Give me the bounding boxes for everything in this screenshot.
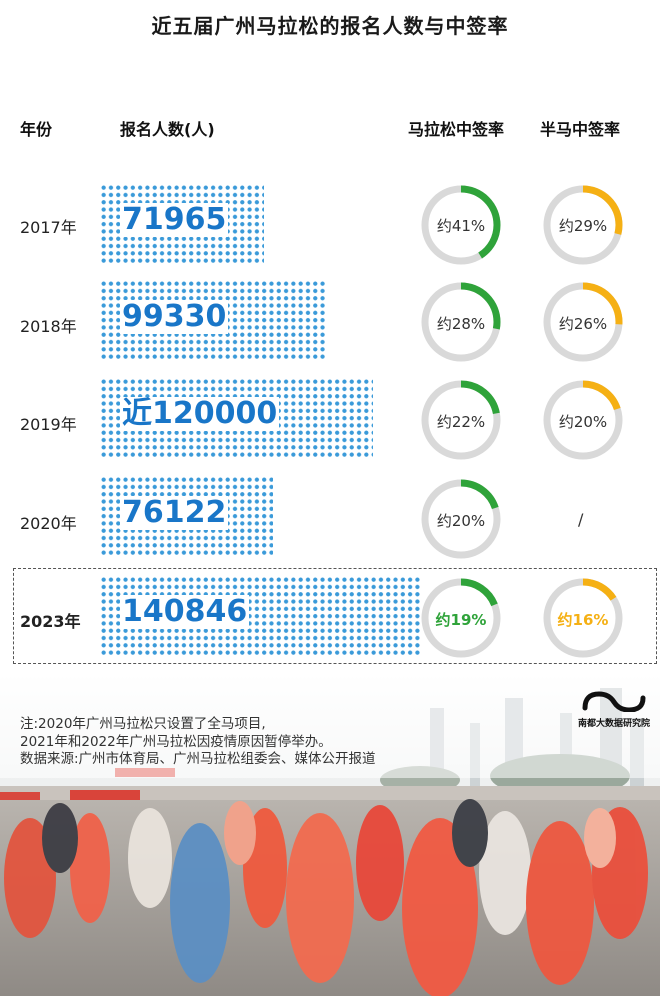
marathon-rate-arc: [421, 380, 501, 460]
marathon-rate-arc: [421, 479, 501, 559]
marathon-rate-label: 约20%: [436, 512, 486, 530]
marathon-rate-label: 约28%: [436, 315, 486, 333]
publisher-logo: 南都大数据研究院: [578, 690, 650, 729]
marathon-rate-arc: [421, 282, 501, 362]
half-rate-arc: [543, 185, 623, 265]
marathon-rate-arc: [421, 185, 501, 265]
publisher-logo-mark: [582, 691, 646, 713]
header-year: 年份: [20, 120, 53, 139]
half-rate-label: 约16%: [557, 611, 609, 629]
marathon-crowd-photo: [0, 668, 660, 996]
registrants-value: 71965: [120, 202, 229, 237]
note-source: 数据来源:广州市体育局、广州马拉松组委会、媒体公开报道: [20, 751, 376, 767]
registrants-value: 99330: [120, 299, 229, 334]
half-rate-label: 约26%: [558, 315, 608, 333]
marathon-rate-arc: [421, 578, 501, 658]
note-line-2: 2021年和2022年广州马拉松因疫情原因暂停举办。: [20, 734, 332, 750]
highlight-box-2023: [13, 568, 657, 664]
half-rate-label: 约29%: [558, 217, 608, 235]
marathon-rate-label: 约41%: [436, 217, 486, 235]
year-label: 2023年: [20, 612, 81, 631]
half-rate-na: /: [578, 510, 584, 529]
year-label: 2018年: [20, 317, 77, 336]
publisher-logo-text: 南都大数据研究院: [578, 719, 651, 729]
half-rate-arc: [543, 578, 623, 658]
registrants-value: 近120000: [120, 396, 280, 431]
registrants-value: 76122: [120, 495, 229, 530]
half-rate-arc: [543, 380, 623, 460]
chart-title: 近五届广州马拉松的报名人数与中签率: [151, 14, 509, 38]
header-marathon-rate: 马拉松中签率: [408, 120, 505, 139]
half-rate-label: 约20%: [558, 413, 608, 431]
rate-rings: [421, 185, 623, 658]
header-half-rate: 半马中签率: [540, 120, 621, 139]
note-line-1: 注:2020年广州马拉松只设置了全马项目,: [20, 716, 266, 732]
marathon-rate-label: 约19%: [435, 611, 487, 629]
year-label: 2017年: [20, 218, 77, 237]
half-rate-arc: [543, 282, 623, 362]
year-label: 2020年: [20, 514, 77, 533]
marathon-rate-label: 约22%: [436, 413, 486, 431]
year-label: 2019年: [20, 415, 77, 434]
header-registrants: 报名人数(人): [120, 120, 215, 139]
registrants-value: 140846: [120, 594, 250, 629]
